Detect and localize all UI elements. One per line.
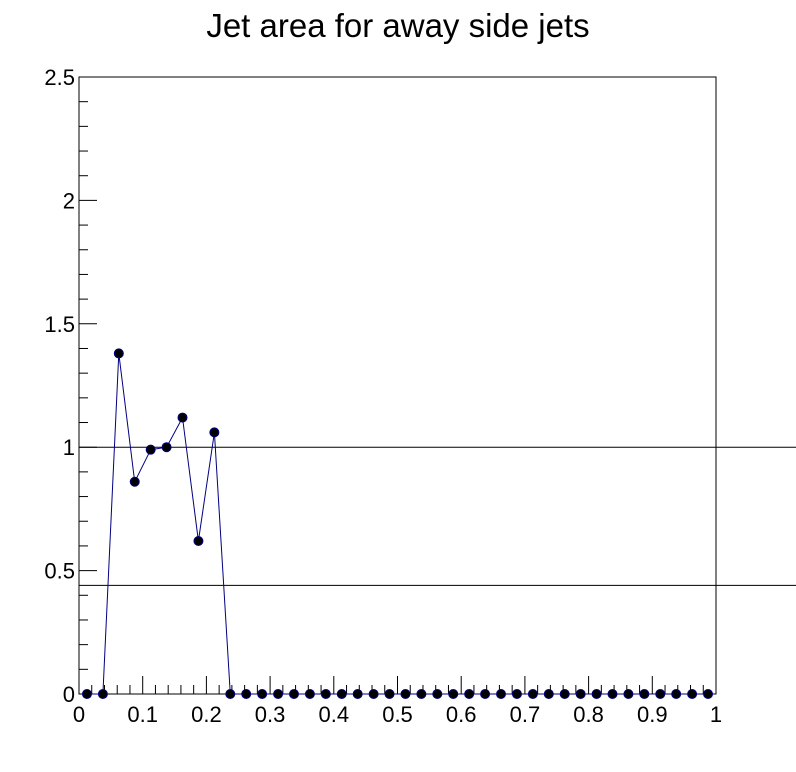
x-tick-label: 0.5 <box>382 702 413 727</box>
x-tick-label: 0.2 <box>191 702 222 727</box>
data-point <box>145 444 156 455</box>
data-point <box>464 689 475 699</box>
data-point <box>432 689 443 699</box>
x-tick-label: 1 <box>710 702 722 727</box>
data-series <box>81 348 714 699</box>
data-point <box>288 689 299 699</box>
plot-frame <box>78 76 717 695</box>
data-point <box>448 689 459 699</box>
data-point <box>671 689 682 699</box>
data-point <box>703 689 714 699</box>
data-point <box>511 689 522 699</box>
data-point <box>575 689 586 699</box>
y-axis: 0 0.5 1 1.5 2 2.5 <box>44 65 97 707</box>
chart-title: Jet area for away side jets <box>206 7 589 44</box>
data-point <box>113 348 124 359</box>
data-point <box>161 442 172 453</box>
data-point <box>639 689 650 699</box>
x-tick-label: 0 <box>73 702 85 727</box>
data-point <box>496 689 507 699</box>
data-point <box>384 689 395 699</box>
data-point <box>129 476 140 487</box>
reference-lines <box>79 446 796 586</box>
y-tick-label: 1 <box>63 435 75 460</box>
data-point <box>416 689 427 699</box>
data-point <box>225 689 236 699</box>
series-line <box>87 353 708 695</box>
data-point <box>81 689 92 699</box>
x-axis: 0 0.1 0.2 0.3 0.4 0.5 0.6 0.7 0.8 0.9 1 <box>73 676 722 727</box>
data-point <box>655 689 666 699</box>
y-tick-label: 1.5 <box>44 312 75 337</box>
data-point <box>304 689 315 699</box>
x-tick-label: 0.3 <box>255 702 286 727</box>
y-tick-label: 0 <box>63 682 75 707</box>
data-point <box>527 689 538 699</box>
y-tick-label: 0.5 <box>44 559 75 584</box>
data-point <box>241 689 252 699</box>
x-tick-label: 0.6 <box>446 702 477 727</box>
data-point <box>591 689 602 699</box>
data-point <box>97 689 108 699</box>
data-point <box>543 689 554 699</box>
data-point <box>209 427 220 438</box>
data-point <box>193 535 204 546</box>
y-tick-label: 2.5 <box>44 65 75 90</box>
data-point <box>400 689 411 699</box>
data-point <box>320 689 331 699</box>
x-tick-label: 0.8 <box>573 702 604 727</box>
data-point <box>623 689 634 699</box>
x-tick-label: 0.4 <box>319 702 350 727</box>
data-point <box>368 689 379 699</box>
data-point <box>559 689 570 699</box>
data-point <box>687 689 698 699</box>
y-tick-label: 2 <box>63 188 75 213</box>
x-tick-label: 0.7 <box>510 702 541 727</box>
data-point <box>273 689 284 699</box>
data-point <box>480 689 491 699</box>
x-tick-label: 0.9 <box>637 702 668 727</box>
x-tick-label: 0.1 <box>127 702 158 727</box>
data-point <box>352 689 363 699</box>
data-point <box>607 689 618 699</box>
data-point <box>336 689 347 699</box>
data-point <box>257 689 268 699</box>
data-point <box>177 412 188 423</box>
